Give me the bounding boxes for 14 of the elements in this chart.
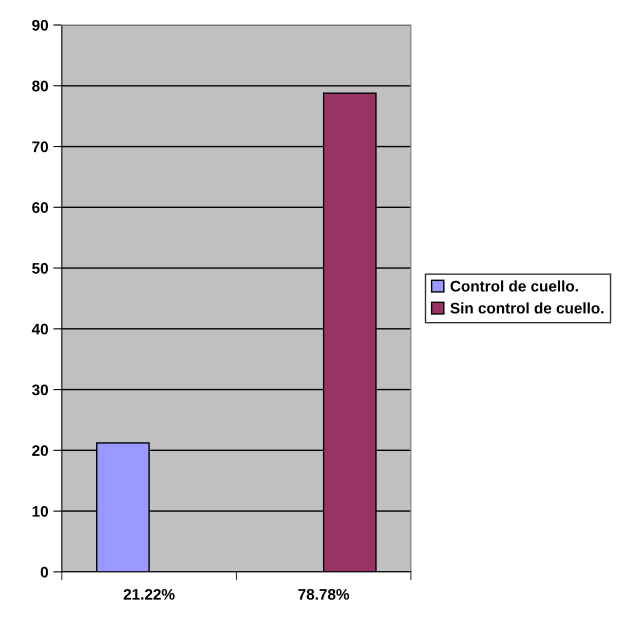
y-tick-label: 60 (32, 202, 48, 213)
y-tick-label: 20 (32, 445, 48, 456)
y-tick-label: 30 (32, 384, 48, 396)
x-tick-label: 21.22% (124, 588, 175, 600)
legend-label: Sin control de cuello. (450, 302, 604, 314)
y-tick-label: 90 (32, 20, 48, 31)
x-tick-label: 78.78% (298, 588, 350, 600)
y-tick-label: 50 (32, 262, 48, 274)
y-tick-label: 10 (32, 506, 48, 517)
y-tick-label: 0 (40, 566, 48, 578)
y-tick-label: 80 (32, 80, 48, 92)
legend-label: Control de cuello. (450, 280, 578, 292)
y-tick-label: 40 (32, 324, 48, 335)
y-tick-label: 70 (32, 141, 48, 152)
